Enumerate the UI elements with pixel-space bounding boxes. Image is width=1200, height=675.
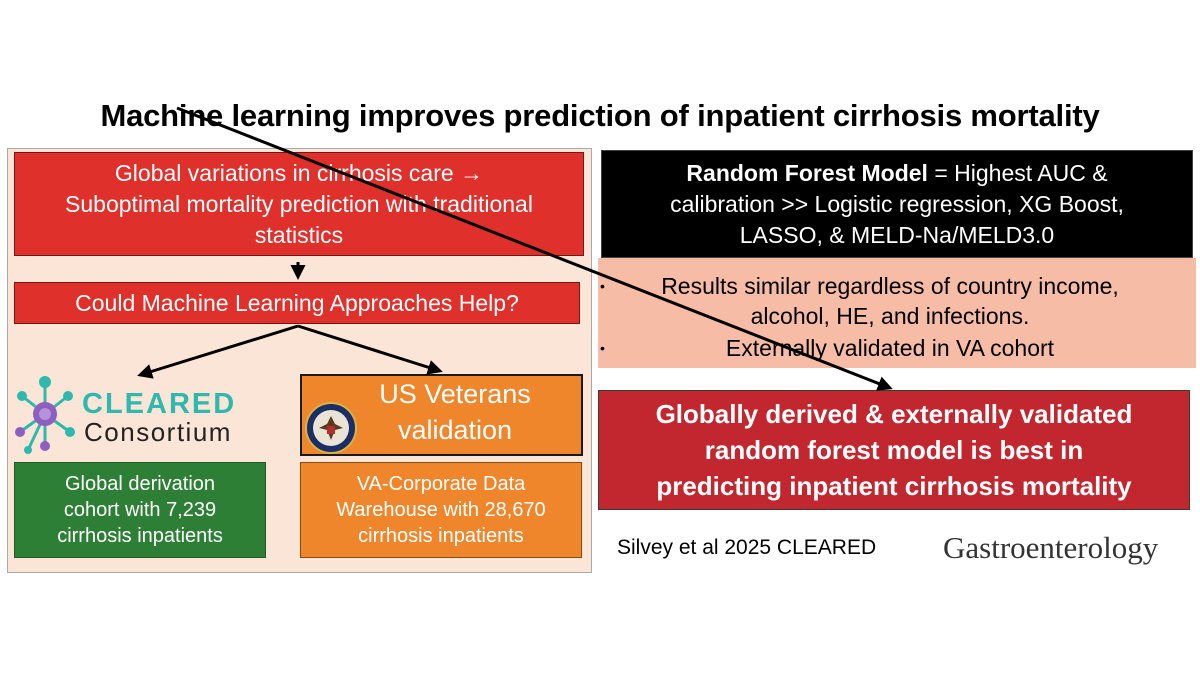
bullet-1-line-2: alcohol, HE, and infections. xyxy=(750,303,1030,329)
conclusion-line-2: random forest model is best in xyxy=(704,435,1084,465)
question-text: Could Machine Learning Approaches Help? xyxy=(75,289,519,316)
global-line-1: Global variations in cirrhosis care → xyxy=(114,159,484,186)
bullet-dot: • xyxy=(600,340,605,356)
derivation-line-2: cohort with 7,239 xyxy=(63,499,217,521)
conclusion-line-1: Globally derived & externally validated xyxy=(655,399,1133,429)
va-data-box: VA-Corporate Data Warehouse with 28,670 … xyxy=(300,462,582,558)
veterans-line-1: US Veterans xyxy=(379,379,531,409)
va-line-2: Warehouse with 28,670 xyxy=(336,499,546,521)
journal-logo: Gastroenterology xyxy=(943,530,1159,565)
citation: Silvey et al 2025 CLEARED xyxy=(617,536,877,559)
consortium-logo-word: Consortium xyxy=(84,417,232,447)
rf-line-3: LASSO, & MELD-Na/MELD3.0 xyxy=(739,221,1055,248)
global-variations-box: Global variations in cirrhosis care → Su… xyxy=(14,152,584,256)
derivation-line-1: Global derivation xyxy=(64,473,216,495)
bullet-2-line-1: Externally validated in VA cohort xyxy=(725,335,1055,361)
rf-line-2: calibration >> Logistic regression, XG B… xyxy=(670,190,1124,217)
global-line-3: statistics xyxy=(254,221,344,248)
va-line-3: cirrhosis inpatients xyxy=(358,525,524,547)
random-forest-box: Random Forest Model = Highest AUC & cali… xyxy=(601,150,1193,258)
va-line-1: VA-Corporate Data xyxy=(356,473,526,495)
bullet-dot: • xyxy=(600,278,605,294)
bullet-item: • Results similar regardless of country … xyxy=(600,271,1180,331)
cleared-logo-word: CLEARED xyxy=(82,388,237,420)
global-line-2: Suboptimal mortality prediction with tra… xyxy=(65,190,533,217)
bullet-item: • Externally validated in VA cohort xyxy=(600,333,1180,363)
va-seal-icon xyxy=(305,402,357,454)
conclusion-line-3: predicting inpatient cirrhosis mortality xyxy=(656,471,1132,501)
bullet-1-line-1: Results similar regardless of country in… xyxy=(661,273,1119,299)
rf-line1-rest: = Highest AUC & xyxy=(927,159,1108,186)
page-title: Machine learning improves prediction of … xyxy=(100,98,1100,133)
derivation-cohort-box: Global derivation cohort with 7,239 cirr… xyxy=(14,462,266,558)
veterans-text: US Veterans validation xyxy=(330,376,580,448)
veterans-line-2: validation xyxy=(397,415,513,445)
rf-bold-label: Random Forest Model xyxy=(686,159,928,186)
cleared-network-icon xyxy=(15,376,75,454)
conclusion-box: Globally derived & externally validated … xyxy=(598,390,1190,510)
derivation-line-3: cirrhosis inpatients xyxy=(57,525,223,547)
question-box: Could Machine Learning Approaches Help? xyxy=(14,282,580,324)
